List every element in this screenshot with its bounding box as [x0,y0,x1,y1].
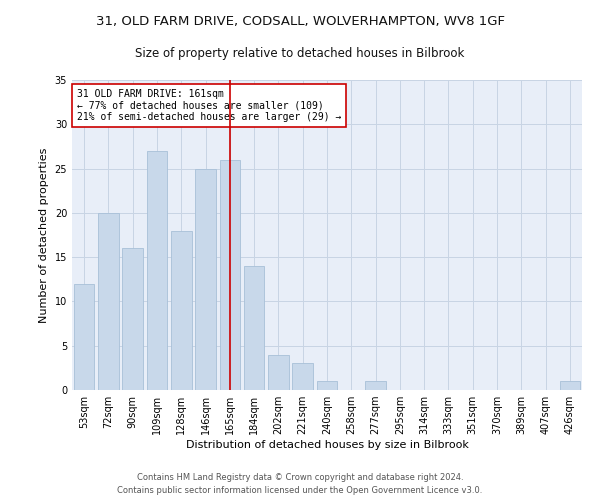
Bar [220,160,240,390]
Bar [365,381,386,390]
Bar [244,266,265,390]
Text: 31, OLD FARM DRIVE, CODSALL, WOLVERHAMPTON, WV8 1GF: 31, OLD FARM DRIVE, CODSALL, WOLVERHAMPT… [95,15,505,28]
Y-axis label: Number of detached properties: Number of detached properties [39,148,49,322]
Bar [317,381,337,390]
Bar [98,213,119,390]
Bar [171,230,191,390]
Text: Contains HM Land Registry data © Crown copyright and database right 2024.
Contai: Contains HM Land Registry data © Crown c… [118,473,482,495]
Bar [195,168,216,390]
Bar [146,151,167,390]
Text: Size of property relative to detached houses in Bilbrook: Size of property relative to detached ho… [136,48,464,60]
X-axis label: Distribution of detached houses by size in Bilbrook: Distribution of detached houses by size … [185,440,469,450]
Text: 31 OLD FARM DRIVE: 161sqm
← 77% of detached houses are smaller (109)
21% of semi: 31 OLD FARM DRIVE: 161sqm ← 77% of detac… [77,90,341,122]
Bar [292,364,313,390]
Bar [560,381,580,390]
Bar [268,354,289,390]
Bar [122,248,143,390]
Bar [74,284,94,390]
